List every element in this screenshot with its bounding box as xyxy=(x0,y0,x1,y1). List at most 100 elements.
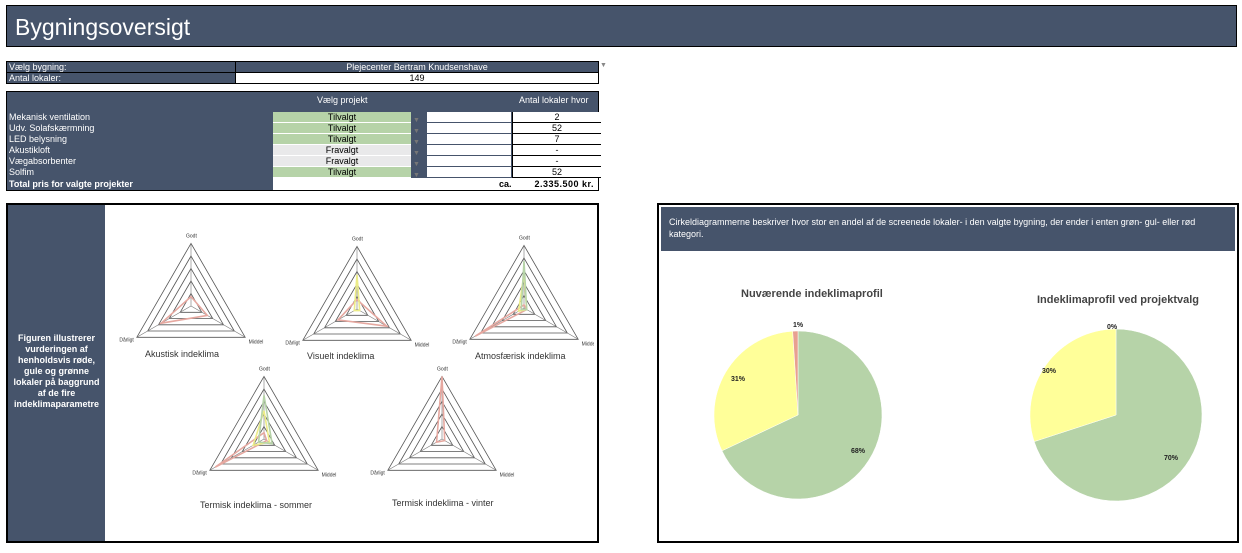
radar-axis-label: Dårligt xyxy=(192,469,207,476)
project-status-select[interactable]: Tilvalgt xyxy=(273,167,411,178)
radar-series xyxy=(353,274,361,312)
pie-title-current: Nuværende indeklimaprofil xyxy=(741,288,883,300)
project-room-count: 52 xyxy=(512,123,601,134)
pie-data-label: 1% xyxy=(793,322,804,329)
radar-axis-label: Dårligt xyxy=(119,336,134,343)
radar-charts: Godt Dårligt Middel Akustisk indeklima Godt D… xyxy=(119,233,594,510)
radar-axis-label: Dårligt xyxy=(285,339,300,346)
radar-axis-label: Middel xyxy=(322,472,337,478)
radar-chart: Godt Dårligt Middel Akustisk indeklima xyxy=(119,233,263,359)
pie-data-label: 70% xyxy=(1164,455,1179,462)
project-row: Solfim Tilvalgt ▼ 52 xyxy=(7,167,601,179)
total-row: Total pris for valgte projekter ca. 2.33… xyxy=(7,178,598,190)
page-title: Bygningsoversigt xyxy=(15,14,191,40)
project-row: Mekanisk ventilation Tilvalgt ▼ 2 xyxy=(7,112,601,124)
radar-grid xyxy=(323,270,391,329)
building-select-label: Vælg bygning: xyxy=(7,62,235,72)
radar-axis-label: Godt xyxy=(186,233,197,239)
radar-chart: Godt Dårligt Middel Atmosfærisk indeklima xyxy=(452,235,594,361)
radar-axis-label: Godt xyxy=(519,235,530,241)
radar-axis-label: Godt xyxy=(259,366,270,372)
dropdown-arrow-icon[interactable]: ▼ xyxy=(413,172,420,179)
project-name: Udv. Solafskærmning xyxy=(9,123,95,133)
pie-data-label: 0% xyxy=(1107,324,1118,331)
radar-axis-label: Middel xyxy=(415,342,430,348)
dropdown-arrow-icon[interactable]: ▼ xyxy=(413,150,420,157)
project-name: Solfim xyxy=(9,167,35,177)
project-name: Vægabsorbenter xyxy=(9,156,77,166)
title-bar: Bygningsoversigt xyxy=(6,5,1237,47)
radar-chart: Godt Dårligt Middel Termisk indeklima - vin… xyxy=(370,366,514,508)
radar-grid xyxy=(230,400,298,459)
project-row: Udv. Solafskærmning Tilvalgt ▼ 52 xyxy=(7,123,601,135)
radar-grid xyxy=(209,375,319,471)
radar-title: Akustisk indeklima xyxy=(145,349,219,359)
pie-slice xyxy=(1033,328,1203,502)
radar-series xyxy=(252,410,271,447)
pie-slice xyxy=(713,330,799,452)
radar-grid xyxy=(408,400,476,459)
project-choose-header: Vælg projekt xyxy=(317,95,368,105)
radar-grid xyxy=(419,413,465,452)
radar-axis-label: Middel xyxy=(582,341,594,347)
project-status-select[interactable]: Tilvalgt xyxy=(273,134,411,145)
project-room-count: 7 xyxy=(512,134,601,145)
radar-axis xyxy=(190,305,246,338)
radar-axis xyxy=(441,438,497,471)
radar-title: Termisk indeklima - vinter xyxy=(392,498,494,508)
pie-data-label: 30% xyxy=(1042,368,1057,375)
project-row: Vægabsorbenter Fravalgt ▼ - xyxy=(7,156,601,168)
dropdown-arrow-icon[interactable]: ▼ xyxy=(413,161,420,168)
radar-grid xyxy=(387,375,497,471)
radar-axis-label: Dårligt xyxy=(452,338,467,345)
radar-grid xyxy=(302,245,412,341)
radar-axis xyxy=(263,438,319,471)
project-table: Vælg projekt Antal lokaler hvor Mekanisk… xyxy=(6,91,601,191)
building-select-row: Vælg bygning: Plejecenter Bertram Knudse… xyxy=(7,62,598,73)
project-name: Mekanisk ventilation xyxy=(9,112,91,122)
pie-slice xyxy=(792,330,799,416)
radar-axis-label: Godt xyxy=(437,366,448,372)
building-select[interactable]: Plejecenter Bertram Knudsenshave xyxy=(235,62,598,72)
project-name: LED belysning xyxy=(9,134,68,144)
project-row: LED belysning Tilvalgt ▼ 7 xyxy=(7,134,601,146)
radar-axis xyxy=(387,438,443,471)
radar-series xyxy=(158,295,209,325)
project-row: Akustikloft Fravalgt ▼ - xyxy=(7,145,601,157)
building-table: Vælg bygning: Plejecenter Bertram Knudse… xyxy=(6,61,599,84)
pie-slice xyxy=(1029,328,1117,442)
radar-grid xyxy=(501,282,547,321)
radar-series xyxy=(474,303,528,337)
project-status-select[interactable]: Fravalgt xyxy=(273,145,411,156)
radar-grid xyxy=(220,388,308,465)
radar-grid xyxy=(398,388,486,465)
radar-chart: Godt Dårligt Middel Visuelt indeklima xyxy=(285,236,429,361)
project-status-select[interactable]: Fravalgt xyxy=(273,156,411,167)
dropdown-arrow-icon[interactable]: ▼ xyxy=(413,117,420,124)
pie-slice xyxy=(721,330,883,500)
project-name: Akustikloft xyxy=(9,145,51,155)
dropdown-arrow-icon[interactable]: ▼ xyxy=(413,128,420,135)
radar-series xyxy=(214,431,268,468)
radar-axis xyxy=(523,307,579,340)
project-room-count: 52 xyxy=(512,167,601,178)
pie-title-projects: Indeklimaprofil ved projektvalg xyxy=(1037,294,1199,306)
rooms-row: Antal lokaler: 149 xyxy=(7,73,598,83)
radar-axis-label: Middel xyxy=(249,339,264,345)
radar-grid xyxy=(157,267,225,326)
radar-axis-label: Middel xyxy=(500,472,515,478)
radar-axis-label: Godt xyxy=(352,236,363,242)
project-room-count: 2 xyxy=(512,112,601,123)
dropdown-arrow-icon[interactable]: ▼ xyxy=(600,62,607,69)
dropdown-arrow-icon[interactable]: ▼ xyxy=(413,139,420,146)
radar-grid xyxy=(334,283,380,322)
radar-grid xyxy=(512,294,536,315)
radar-axis-label: Dårligt xyxy=(370,469,385,476)
project-room-count: - xyxy=(512,156,601,167)
radar-grid xyxy=(313,258,401,335)
project-status-select[interactable]: Tilvalgt xyxy=(273,112,411,123)
radar-grid xyxy=(469,244,579,340)
total-value: 2.335.500 kr. xyxy=(534,179,594,189)
project-status-select[interactable]: Tilvalgt xyxy=(273,123,411,134)
radar-panel: Figuren illustrerer vurderingen af henho… xyxy=(6,203,599,543)
